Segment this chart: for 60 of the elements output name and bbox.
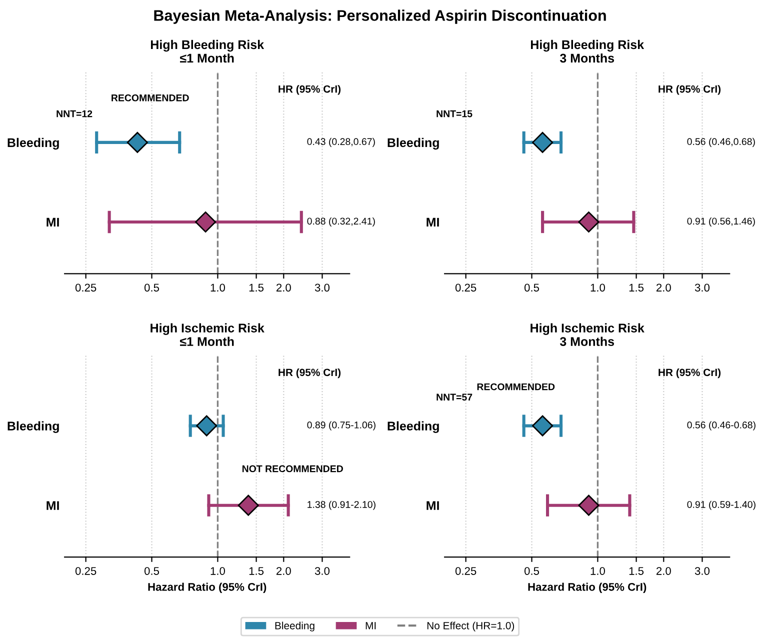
x-tick-label: 1.0	[590, 567, 606, 575]
y-tick-label: Bleeding	[388, 421, 439, 433]
x-tick-label: 1.0	[210, 567, 226, 575]
chart-title: High Bleeding Risk 3 Months	[530, 40, 644, 63]
annotation: NOT RECOMMENDED	[242, 465, 343, 472]
x-tick-label: 0.25	[75, 567, 96, 575]
x-tick-label: 1.0	[210, 284, 226, 292]
annotation: 0.88 (0.32,2.41)	[307, 217, 375, 227]
y-tick-label: MI	[426, 218, 439, 227]
x-tick-label: 3.0	[314, 567, 330, 575]
x-tick-label: 0.5	[524, 284, 540, 292]
y-tick-label: Bleeding	[388, 138, 439, 150]
text: Bayesian Meta-Analysis: Personalized Aspirin Discontinuation	[154, 10, 606, 24]
annotation: HR (95% CrI)	[278, 85, 341, 95]
y-tick-label: MI	[46, 218, 59, 227]
x-tick-label: 2.0	[276, 567, 291, 575]
y-tick-label: Bleeding	[8, 421, 59, 433]
annotation: NNT=12	[56, 110, 92, 118]
annotation: 0.43 (0.28,0.67)	[307, 138, 375, 147]
x-tick-label: 0.5	[144, 284, 160, 292]
annotation: NNT=57	[436, 394, 472, 401]
annotation: RECOMMENDED	[112, 94, 189, 102]
annotation: HR (95% CrI)	[658, 85, 721, 95]
x-tick-label: 0.5	[144, 567, 160, 575]
annotation: 0.91 (0.56,1.46)	[687, 217, 755, 227]
y-tick-label: Bleeding	[8, 138, 59, 150]
annotation: 1.38 (0.91-2.10)	[308, 500, 376, 510]
x-tick-label: 1.5	[629, 284, 644, 292]
x-tick-label: 3.0	[694, 567, 710, 575]
x-tick-label: 3.0	[694, 284, 710, 292]
x-tick-label: 0.25	[455, 284, 476, 292]
x-tick-label: 1.5	[249, 284, 264, 292]
annotation: 0.91 (0.59-1.40)	[687, 500, 756, 510]
chart-title: High Ischemic Risk 3 Months	[530, 323, 644, 346]
chart-title: High Bleeding Risk ≤1 Month	[150, 40, 264, 63]
annotation: HR (95% CrI)	[658, 368, 721, 378]
x-tick-label: 0.5	[524, 567, 540, 575]
legend-label: Bleeding	[275, 622, 314, 632]
annotation: NNT=15	[436, 110, 472, 118]
x-tick-label: 0.25	[455, 567, 476, 575]
annotation: HR (95% CrI)	[278, 368, 341, 378]
x-tick-label: 1.0	[590, 284, 606, 292]
x-axis-title: Hazard Ratio (95% CrI)	[148, 582, 266, 594]
annotation: 0.56 (0.46-0.68)	[687, 421, 756, 430]
x-axis-title: Hazard Ratio (95% CrI)	[528, 582, 646, 594]
y-tick-label: MI	[46, 501, 59, 510]
chart-title: High Ischemic Risk ≤1 Month	[150, 323, 264, 346]
annotation: 0.56 (0.46,0.68)	[687, 138, 755, 147]
legend-label: MI	[366, 622, 376, 630]
annotation: RECOMMENDED	[477, 383, 555, 390]
x-tick-label: 3.0	[314, 284, 330, 292]
x-tick-label: 1.5	[629, 567, 644, 575]
x-tick-label: 1.5	[249, 567, 264, 575]
legend-label: No Effect (HR=1.0)	[427, 622, 514, 632]
y-tick-label: MI	[426, 501, 439, 510]
annotation: 0.89 (0.75-1.06)	[307, 421, 376, 430]
x-tick-label: 2.0	[656, 284, 671, 292]
x-tick-label: 2.0	[276, 284, 291, 292]
x-tick-label: 2.0	[656, 567, 671, 575]
x-tick-label: 0.25	[75, 284, 96, 292]
